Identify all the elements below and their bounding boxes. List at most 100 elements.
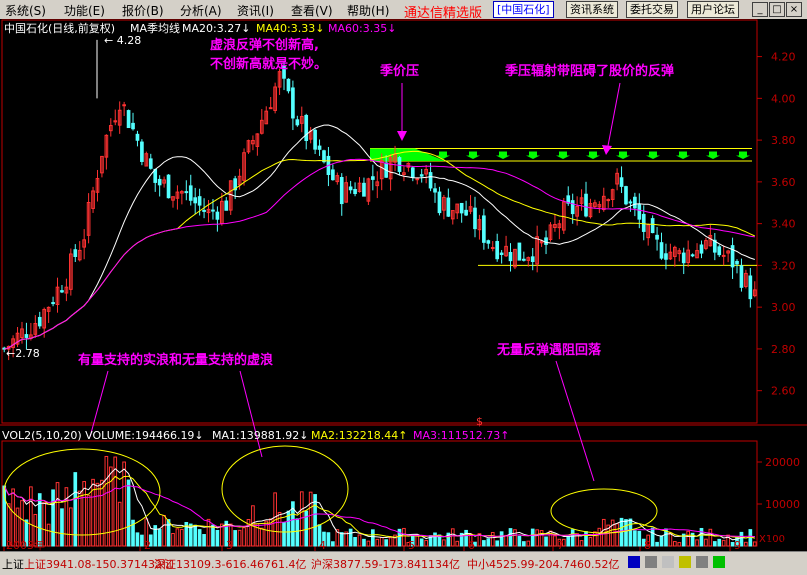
volume-unit-label: X100 xyxy=(759,534,785,545)
candle-body xyxy=(304,114,309,141)
current-stock[interactable]: [中国石化] xyxy=(493,1,554,18)
candle-body xyxy=(255,133,260,147)
volume-bar xyxy=(259,527,264,547)
volume-bar xyxy=(721,539,726,547)
vol-ma3-value: MA3:111512.73↑ xyxy=(413,429,509,442)
volume-bar xyxy=(606,524,611,547)
close-icon[interactable]: × xyxy=(786,2,802,17)
volume-bar xyxy=(366,540,371,547)
menu-quote[interactable]: 报价(B) xyxy=(122,4,164,18)
candle-body xyxy=(64,286,69,294)
candle-body xyxy=(557,223,562,229)
candle-body xyxy=(299,116,304,124)
volume-bar xyxy=(46,523,51,547)
forum-button[interactable]: 用户论坛 xyxy=(687,1,739,18)
volume-bar xyxy=(224,520,229,547)
signal-icon[interactable] xyxy=(679,556,691,568)
menu-function[interactable]: 功能(E) xyxy=(64,4,105,18)
price-tick-label: 4.00 xyxy=(771,92,796,105)
lock-icon[interactable] xyxy=(696,556,708,568)
net-status-icon[interactable] xyxy=(628,556,640,568)
resistance-arrow xyxy=(606,82,621,152)
candle-body xyxy=(366,178,371,202)
menu-system[interactable]: 系统(S) xyxy=(5,4,46,18)
menu-view[interactable]: 查看(V) xyxy=(291,4,333,18)
volume-bar xyxy=(442,539,446,547)
ma60-value: MA60:3.35↓ xyxy=(328,22,396,35)
volume-bar xyxy=(650,527,655,547)
volume-bar xyxy=(433,532,437,547)
restore-icon[interactable]: □ xyxy=(769,2,785,17)
connect-icon[interactable] xyxy=(713,556,725,568)
month-label: 2003年 xyxy=(6,538,45,551)
candle-body xyxy=(37,316,42,327)
candle-body xyxy=(397,157,402,172)
volume-bar xyxy=(593,531,597,547)
vol-ma1-value: MA1:139881.92↓ xyxy=(212,429,308,442)
status-zx: 中小4525.99-204.7460.52亿 xyxy=(467,558,620,571)
candle-body xyxy=(251,139,255,145)
candle-body xyxy=(726,250,730,254)
candle-body xyxy=(242,152,246,181)
candle-body xyxy=(566,195,571,204)
price-header-ma: MA季均线 xyxy=(130,21,180,35)
candle-body xyxy=(91,190,95,209)
volume-bar xyxy=(362,538,366,547)
candle-body xyxy=(499,252,504,255)
candle-body xyxy=(717,246,722,256)
menu-help[interactable]: 帮助(H) xyxy=(347,4,390,18)
volume-bar xyxy=(135,532,140,547)
info-system-button[interactable]: 资讯系统 xyxy=(566,1,618,18)
resistance-arrow xyxy=(496,151,510,159)
menu-analysis[interactable]: 分析(A) xyxy=(180,4,222,18)
volume-bar xyxy=(55,482,60,547)
candle-body xyxy=(140,141,144,162)
candle-body xyxy=(344,182,349,203)
volume-bar xyxy=(291,501,295,547)
candle-body xyxy=(477,219,482,231)
candle-body xyxy=(42,308,47,329)
volume-bar xyxy=(561,538,566,547)
volume-bar xyxy=(508,528,513,547)
trade-button[interactable]: 委托交易 xyxy=(626,1,678,18)
candle-body xyxy=(553,223,557,229)
candle-body xyxy=(544,237,548,245)
volume-bar xyxy=(295,518,300,547)
candle-body xyxy=(610,189,615,200)
season-pressure-fill xyxy=(370,148,445,161)
info-icon[interactable] xyxy=(662,556,674,568)
candle-body xyxy=(86,201,91,236)
candle-body xyxy=(371,176,375,180)
candle-body xyxy=(739,265,744,288)
candle-body xyxy=(264,110,269,125)
candle-body xyxy=(721,254,726,257)
candle-body xyxy=(171,196,175,201)
volume-bar xyxy=(717,538,722,547)
minimize-icon[interactable]: _ xyxy=(752,2,768,17)
volume-panel-frame xyxy=(1,440,758,547)
candle-body xyxy=(282,65,286,79)
annot-season-pressure: 季价压 xyxy=(379,63,419,79)
alert-icon[interactable] xyxy=(645,556,657,568)
volume-bar xyxy=(299,491,304,547)
price-tick-label: 3.80 xyxy=(771,134,796,147)
volume-bar xyxy=(695,539,699,547)
menu-info[interactable]: 资讯(I) xyxy=(237,4,274,18)
candle-body xyxy=(117,109,122,126)
candle-body xyxy=(659,242,664,259)
resistance-arrow xyxy=(706,151,720,159)
stock-chart[interactable]: ← 4.28 ←2.78 虚浪反弹不创新高, 不创新高就是不妙。 季价压 季压辐射带阻碍了… xyxy=(0,19,807,551)
volume-bar xyxy=(282,522,286,547)
candle-body xyxy=(33,323,38,335)
candle-body xyxy=(606,199,611,202)
candle-body xyxy=(108,125,113,132)
annot-top-line1: 虚浪反弹不创新高, xyxy=(210,37,319,53)
volume-bar xyxy=(419,538,424,547)
volume-bar xyxy=(277,511,282,547)
volume-bar xyxy=(60,508,64,547)
volume-bar xyxy=(11,488,15,547)
volume-bar xyxy=(220,523,224,547)
candle-body xyxy=(708,234,713,247)
candle-body xyxy=(681,252,686,264)
candle-body xyxy=(20,328,24,339)
